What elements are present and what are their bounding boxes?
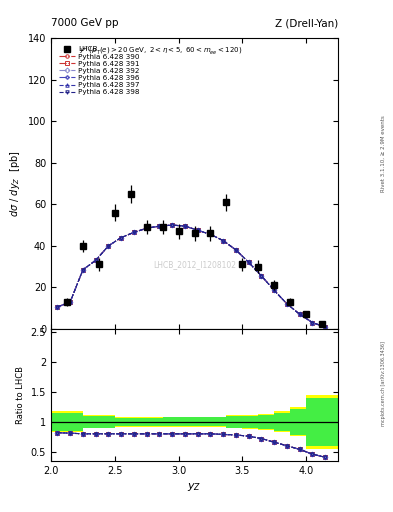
Text: 7000 GeV pp: 7000 GeV pp [51,18,119,28]
Y-axis label: $d\sigma\ /\ dy_Z\ \ \mathrm{[pb]}$: $d\sigma\ /\ dy_Z\ \ \mathrm{[pb]}$ [8,151,22,217]
Text: Z (Drell-Yan): Z (Drell-Yan) [275,18,338,28]
Text: mcplots.cern.ch [arXiv:1306.3436]: mcplots.cern.ch [arXiv:1306.3436] [381,342,386,426]
Legend: LHCB, Pythia 6.428 390, Pythia 6.428 391, Pythia 6.428 392, Pythia 6.428 396, Py: LHCB, Pythia 6.428 390, Pythia 6.428 391… [57,45,141,97]
Y-axis label: Ratio to LHCB: Ratio to LHCB [16,366,25,424]
Text: Rivet 3.1.10, ≥ 2.9M events: Rivet 3.1.10, ≥ 2.9M events [381,115,386,192]
X-axis label: $y_Z$: $y_Z$ [187,481,202,493]
Text: LHCB_2012_I1208102: LHCB_2012_I1208102 [153,261,236,269]
Text: $y^{ll}\ (p_T(e)>20\ \mathrm{GeV},\ 2<\eta<5,\ 60<m_{ee}<120)$: $y^{ll}\ (p_T(e)>20\ \mathrm{GeV},\ 2<\e… [79,44,242,56]
